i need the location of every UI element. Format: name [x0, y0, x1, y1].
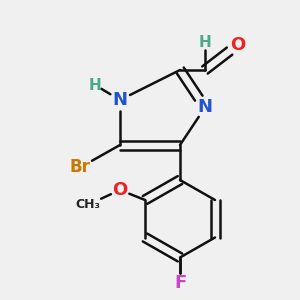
Text: F: F: [174, 274, 186, 292]
Text: N: N: [112, 91, 128, 109]
Text: H: H: [88, 77, 101, 92]
Text: Br: Br: [70, 158, 90, 176]
Text: O: O: [230, 36, 245, 54]
Text: O: O: [112, 181, 128, 199]
Text: N: N: [197, 98, 212, 116]
Text: H: H: [199, 35, 212, 50]
Text: CH₃: CH₃: [75, 199, 100, 212]
